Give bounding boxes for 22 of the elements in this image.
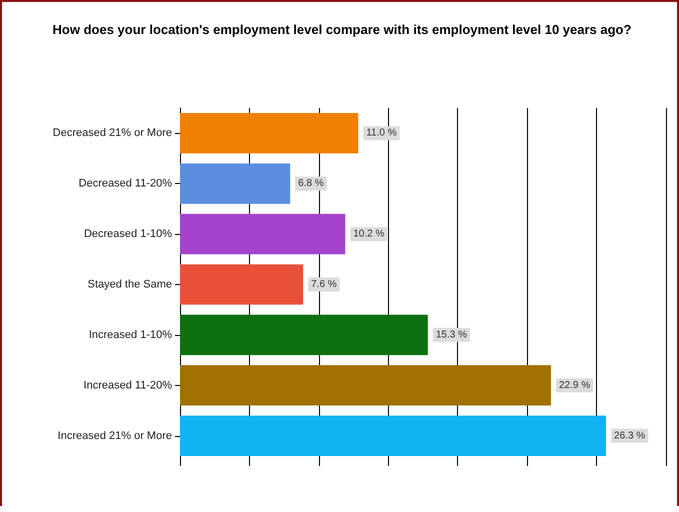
y-tick-label: Decreased 11-20% xyxy=(78,178,172,190)
data-label: 10.2 % xyxy=(353,228,384,240)
data-label: 22.9 % xyxy=(558,380,590,391)
y-tick-label: Decreased 21% or More xyxy=(52,127,172,140)
data-label: 6.8 % xyxy=(298,178,324,190)
data-label: 26.3 % xyxy=(614,430,646,442)
y-tick-label: Increased 21% or More xyxy=(58,430,172,442)
y-tick-label: Increased 11-20% xyxy=(84,379,172,392)
data-label: 7.6 % xyxy=(311,279,337,290)
data-label: 15.3 % xyxy=(436,329,468,340)
y-tick-label: Increased 1-10% xyxy=(88,328,172,341)
bar xyxy=(180,264,304,305)
bar xyxy=(180,416,606,456)
chart-title: How does your location's employment level compare with its employment level 10 years ago? xyxy=(52,22,632,38)
bar xyxy=(180,113,358,154)
bar xyxy=(180,163,290,204)
bar xyxy=(180,314,428,356)
data-label: 11.0 % xyxy=(366,128,397,139)
y-tick-label: Decreased 1-10% xyxy=(84,228,172,240)
bar xyxy=(180,214,346,254)
bar xyxy=(180,365,551,406)
y-tick-label: Stayed the Same xyxy=(88,278,172,290)
